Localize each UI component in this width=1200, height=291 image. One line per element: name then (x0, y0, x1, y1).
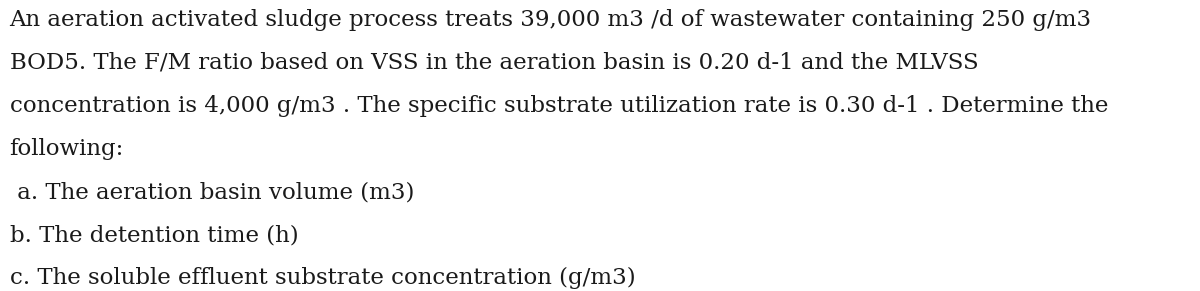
Text: a. The aeration basin volume (m3): a. The aeration basin volume (m3) (10, 181, 414, 203)
Text: following:: following: (10, 138, 124, 160)
Text: An aeration activated sludge process treats 39,000 m3 /d of wastewater containin: An aeration activated sludge process tre… (10, 9, 1092, 31)
Text: c. The soluble effluent substrate concentration (g/m3): c. The soluble effluent substrate concen… (10, 267, 635, 289)
Text: BOD5. The F/M ratio based on VSS in the aeration basin is 0.20 d-1 and the MLVSS: BOD5. The F/M ratio based on VSS in the … (10, 52, 978, 74)
Text: concentration is 4,000 g/m3 . The specific substrate utilization rate is 0.30 d-: concentration is 4,000 g/m3 . The specif… (10, 95, 1108, 117)
Text: b. The detention time (h): b. The detention time (h) (10, 224, 299, 246)
